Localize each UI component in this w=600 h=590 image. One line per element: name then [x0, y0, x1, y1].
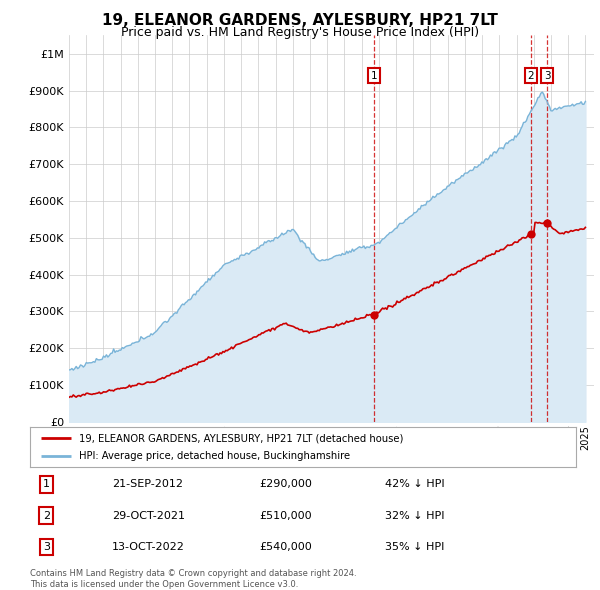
- Text: 2: 2: [43, 511, 50, 520]
- Text: 19, ELEANOR GARDENS, AYLESBURY, HP21 7LT: 19, ELEANOR GARDENS, AYLESBURY, HP21 7LT: [102, 13, 498, 28]
- Text: 1: 1: [43, 480, 50, 489]
- Text: 1: 1: [371, 71, 377, 81]
- Text: 2: 2: [527, 71, 534, 81]
- Text: Price paid vs. HM Land Registry's House Price Index (HPI): Price paid vs. HM Land Registry's House …: [121, 26, 479, 39]
- Text: 29-OCT-2021: 29-OCT-2021: [112, 511, 185, 520]
- Text: 42% ↓ HPI: 42% ↓ HPI: [385, 480, 445, 489]
- Text: 3: 3: [544, 71, 550, 81]
- Text: £540,000: £540,000: [259, 542, 312, 552]
- Text: £290,000: £290,000: [259, 480, 312, 489]
- Text: HPI: Average price, detached house, Buckinghamshire: HPI: Average price, detached house, Buck…: [79, 451, 350, 461]
- Text: 3: 3: [43, 542, 50, 552]
- Text: Contains HM Land Registry data © Crown copyright and database right 2024.
This d: Contains HM Land Registry data © Crown c…: [30, 569, 356, 589]
- Text: £510,000: £510,000: [259, 511, 312, 520]
- Text: 35% ↓ HPI: 35% ↓ HPI: [385, 542, 444, 552]
- Text: 32% ↓ HPI: 32% ↓ HPI: [385, 511, 445, 520]
- Text: 13-OCT-2022: 13-OCT-2022: [112, 542, 185, 552]
- Text: 21-SEP-2012: 21-SEP-2012: [112, 480, 183, 489]
- Text: 19, ELEANOR GARDENS, AYLESBURY, HP21 7LT (detached house): 19, ELEANOR GARDENS, AYLESBURY, HP21 7LT…: [79, 434, 404, 444]
